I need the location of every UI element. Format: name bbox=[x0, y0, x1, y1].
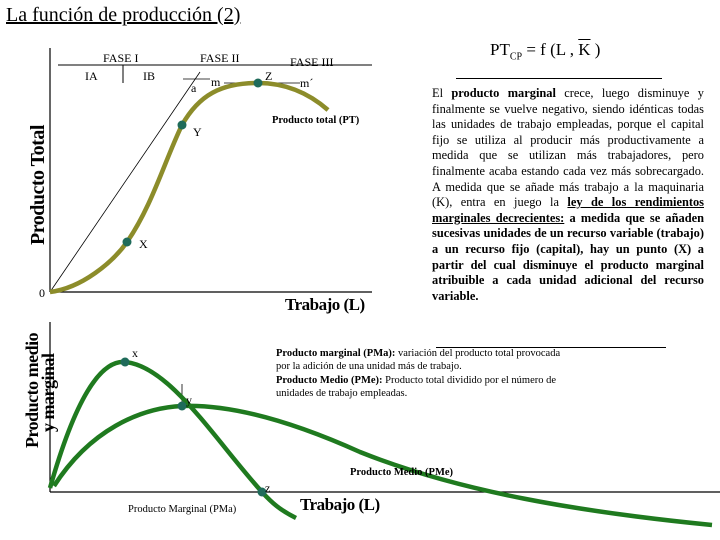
point-m-label: m bbox=[211, 75, 221, 89]
formula-underline bbox=[456, 78, 662, 79]
point-x-lower-marker bbox=[120, 357, 130, 367]
lower-x-axis-title: Trabajo (L) bbox=[300, 495, 380, 514]
average-product-label: Producto Medio (PMe) bbox=[350, 467, 454, 478]
lower-y-axis-title-1: Producto medio bbox=[22, 332, 42, 448]
ray-from-origin bbox=[49, 71, 201, 293]
point-x-upper-label: X bbox=[139, 237, 148, 251]
total-product-curve bbox=[49, 80, 330, 295]
point-x-lower-label: x bbox=[132, 346, 138, 360]
formula-rhs-end: ) bbox=[590, 40, 601, 59]
lower-y-axis-title-2: y marginal bbox=[38, 353, 58, 432]
phase-1-label: FASE I bbox=[103, 51, 138, 65]
point-y-lower-label: y bbox=[186, 393, 192, 407]
point-y-lower-marker bbox=[177, 401, 187, 411]
point-z-upper-marker bbox=[253, 78, 263, 88]
pme-term: Producto Medio (PMe): bbox=[276, 374, 383, 386]
marginal-product-curve bbox=[47, 359, 298, 521]
description-text-2: crece, luego disminuye y finalmente se v… bbox=[432, 86, 704, 210]
point-z-lower-label: z bbox=[265, 481, 270, 495]
page-title: La función de producción (2) bbox=[6, 4, 241, 26]
formula-rhs-start: = f (L , bbox=[522, 40, 579, 59]
pma-term: Producto marginal (PMa): bbox=[276, 348, 396, 359]
phase-3-label: FASE III bbox=[290, 55, 333, 69]
formula-capital-k: K bbox=[578, 40, 591, 59]
total-product-label: Producto total (PT) bbox=[272, 115, 360, 126]
description-text-3: a medida que se añaden sucesivas unidade… bbox=[432, 210, 704, 303]
origin-label: 0 bbox=[39, 286, 45, 300]
formula-lhs-subscript: CP bbox=[509, 51, 523, 63]
pma-definition: variación del producto total provocada p… bbox=[276, 348, 561, 373]
point-a-label: a bbox=[191, 81, 197, 95]
definitions-box: Producto marginal (PMa): variación del p… bbox=[276, 347, 566, 401]
description-text-1: El bbox=[432, 86, 452, 100]
marginal-product-label: Producto Marginal (PMa) bbox=[128, 504, 237, 515]
production-function-formula: PTCP = f (L , K ) bbox=[490, 40, 600, 62]
point-x-upper-marker bbox=[122, 237, 132, 247]
formula-lhs: PT bbox=[490, 40, 510, 59]
point-z-upper-label: Z bbox=[265, 69, 272, 83]
description-law: ley de los rendimientos marginales decre… bbox=[432, 195, 704, 225]
point-y-upper-label: Y bbox=[193, 125, 202, 139]
phase-1a-label: IA bbox=[85, 69, 98, 83]
description-underline bbox=[436, 347, 666, 348]
description-bold-term: producto marginal bbox=[451, 86, 556, 100]
point-m-prime-label: m´ bbox=[300, 76, 313, 90]
marginal-product-description: El producto marginal crece, luego dismin… bbox=[432, 86, 704, 304]
pme-definition: Producto total dividido por el número de… bbox=[276, 374, 557, 400]
point-y-upper-marker bbox=[177, 120, 187, 130]
point-z-lower-marker bbox=[257, 487, 267, 497]
upper-y-axis-title: Producto Total bbox=[27, 124, 49, 245]
phase-2-label: FASE II bbox=[200, 51, 239, 65]
average-product-curve bbox=[52, 403, 713, 528]
upper-x-axis-title: Trabajo (L) bbox=[285, 295, 365, 314]
phase-1b-label: IB bbox=[143, 69, 155, 83]
